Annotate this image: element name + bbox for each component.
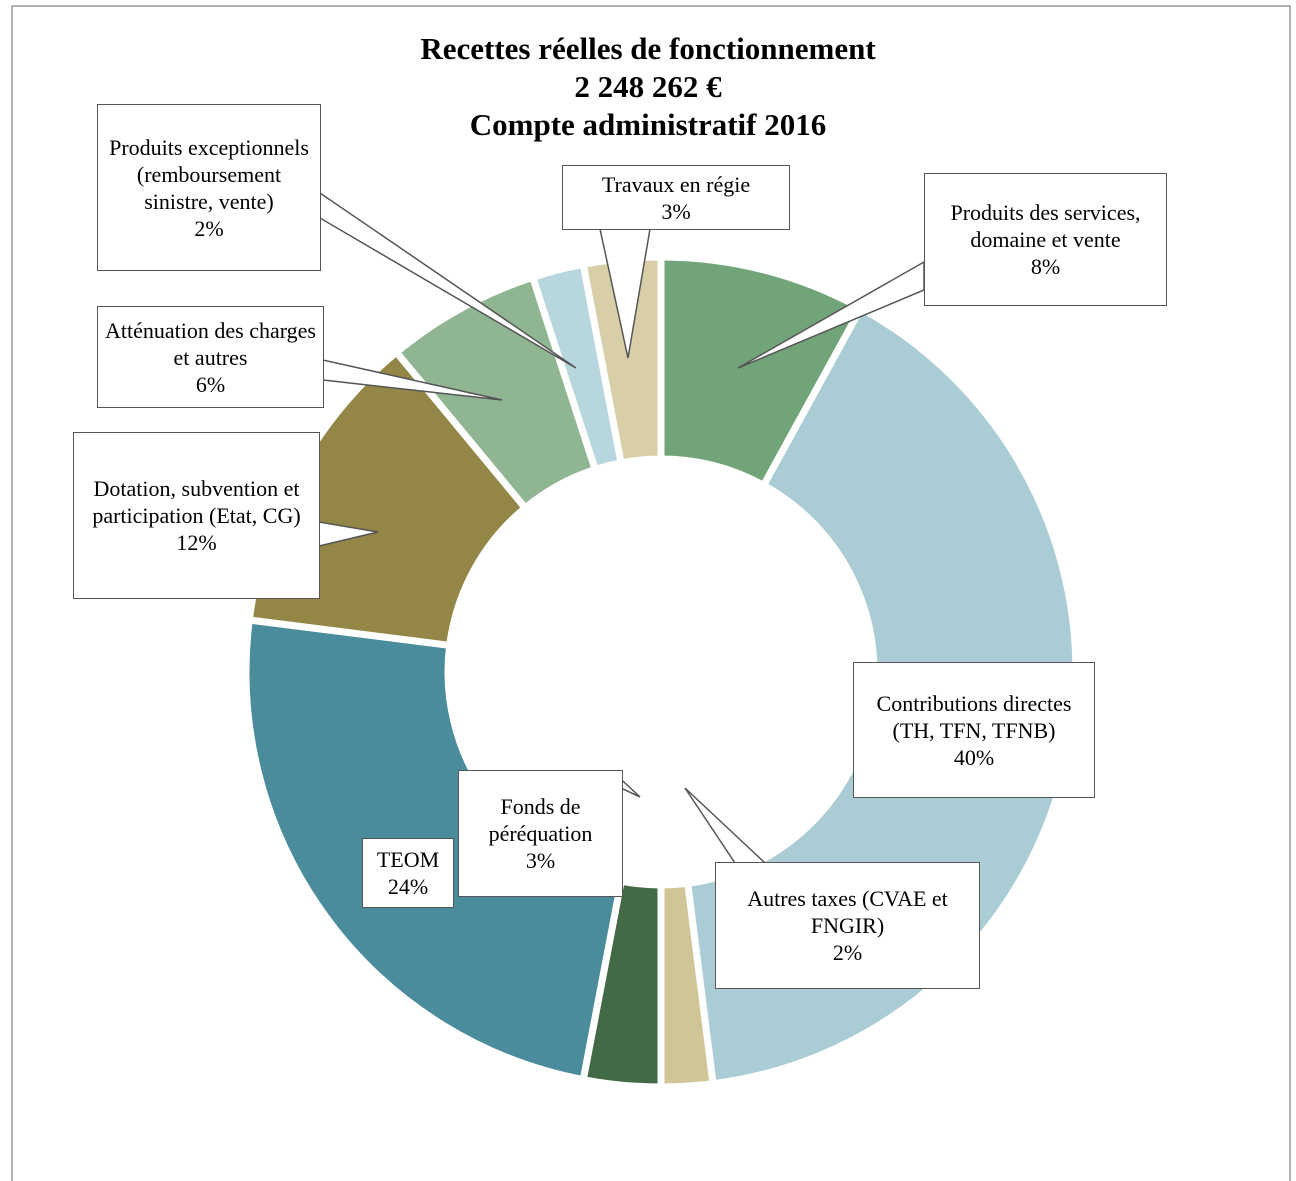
data-label: Fonds de péréquation 3% (458, 770, 623, 897)
data-label: Dotation, subvention et participation (E… (73, 432, 320, 599)
label-value: 3% (525, 848, 556, 873)
label-category: Autres taxes (CVAE et FNGIR) (747, 886, 948, 938)
callout-pointer (684, 787, 767, 864)
label-value: 12% (176, 530, 217, 555)
label-category: Atténuation des charges et autres (105, 317, 316, 370)
label-category: Contributions directes (TH, TFN, TFNB) (876, 690, 1072, 743)
data-label: Autres taxes (CVAE et FNGIR) 2% (715, 862, 980, 989)
label-category: Dotation, subvention et participation (E… (92, 476, 301, 528)
label-value: 24% (387, 874, 429, 899)
data-label: Atténuation des charges et autres 6% (97, 306, 324, 408)
label-value: 8% (1030, 254, 1061, 279)
data-label: Contributions directes (TH, TFN, TFNB) 40… (853, 662, 1095, 798)
label-category: Produits exceptionnels (remboursement si… (109, 134, 309, 214)
label-category: Travaux en régie (601, 171, 751, 197)
label-value: 2% (194, 215, 224, 241)
label-value: 3% (661, 198, 691, 224)
label-value: 6% (195, 371, 226, 397)
chart-title: Recettes réelles de fonctionnement 2 248 … (0, 30, 1296, 144)
label-value: 2% (832, 940, 863, 965)
data-label: TEOM 24% (362, 838, 454, 908)
label-category: TEOM (376, 847, 440, 872)
title-line: 2 248 262 € (574, 69, 722, 104)
data-label: Produits des services, domaine et vente 8… (924, 173, 1167, 306)
title-line: Recettes réelles de fonctionnement (420, 31, 876, 66)
data-label: Produits exceptionnels (remboursement si… (97, 104, 321, 271)
label-category: Produits des services, domaine et vente (950, 200, 1141, 252)
label-value: 40% (953, 744, 995, 770)
data-label: Travaux en régie 3% (562, 165, 790, 230)
frame (11, 5, 1291, 1181)
label-category: Fonds de péréquation (488, 794, 593, 846)
title-line: Compte administratif 2016 (469, 107, 827, 142)
